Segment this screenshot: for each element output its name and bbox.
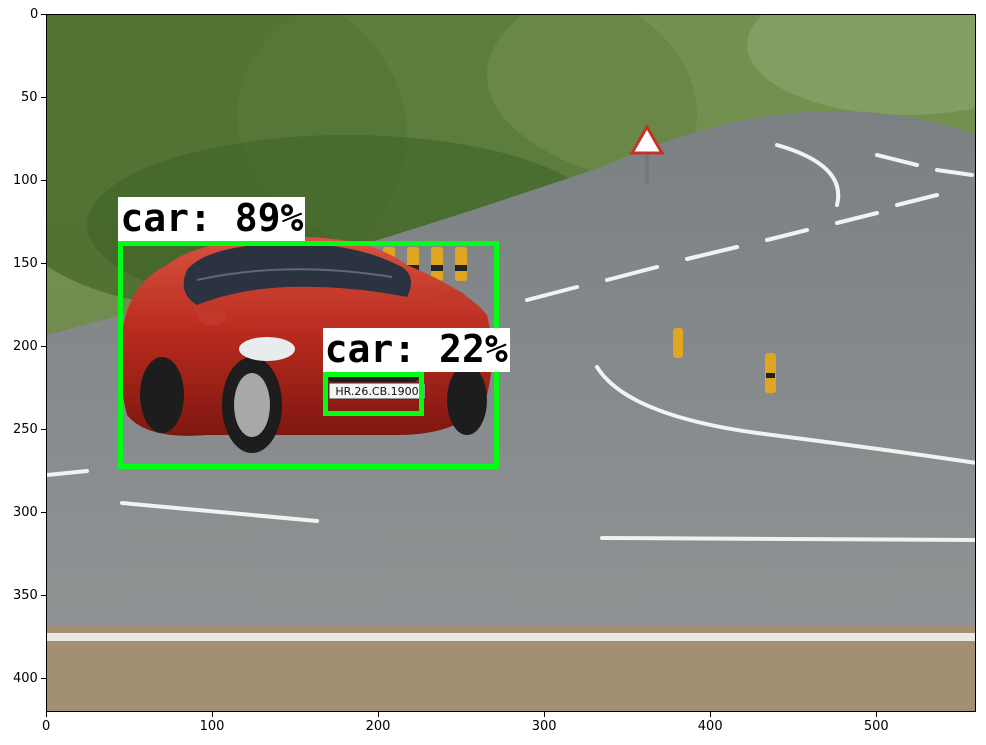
y-tick-mark <box>41 262 46 264</box>
y-tick-mark <box>41 678 46 680</box>
detection-label: car: 89% <box>118 196 306 242</box>
road <box>47 111 975 625</box>
y-tick-label: 100 <box>13 172 38 188</box>
y-tick-mark <box>41 595 46 597</box>
x-tick-mark <box>709 712 711 717</box>
y-tick-mark <box>41 428 46 430</box>
road-scene-photo: HR.26.CB.1900 <box>47 15 975 711</box>
y-tick-label: 200 <box>13 338 38 354</box>
y-tick-label: 250 <box>13 421 38 437</box>
x-tick-mark <box>45 712 47 717</box>
detection-box <box>322 372 424 416</box>
y-tick-label: 350 <box>13 588 38 604</box>
license-plate-text: HR.26.CB.1900 <box>335 385 418 398</box>
y-tick-label: 400 <box>13 671 38 687</box>
warning-sign <box>629 123 665 185</box>
y-tick-label: 150 <box>13 255 38 271</box>
x-tick-label: 200 <box>365 719 391 734</box>
y-tick-label: 0 <box>30 6 39 22</box>
y-tick-mark <box>41 345 46 347</box>
y-tick-label: 300 <box>13 505 38 521</box>
image-axes: HR.26.CB.1900 car: 89% car: 22% <box>46 14 976 712</box>
y-tick-label: 50 <box>21 89 38 105</box>
x-tick-label: 0 <box>42 719 51 734</box>
x-tick-mark <box>875 712 877 717</box>
y-tick-mark <box>41 179 46 181</box>
x-tick-label: 500 <box>863 719 889 734</box>
x-tick-label: 400 <box>697 719 723 734</box>
y-tick-mark <box>41 96 46 98</box>
x-tick-label: 300 <box>531 719 557 734</box>
x-tick-label: 100 <box>199 719 225 734</box>
x-tick-mark <box>377 712 379 717</box>
y-tick-mark <box>41 13 46 15</box>
x-tick-mark <box>211 712 213 717</box>
y-tick-mark <box>41 512 46 514</box>
detection-label: car: 22% <box>322 327 510 373</box>
x-tick-mark <box>543 712 545 717</box>
